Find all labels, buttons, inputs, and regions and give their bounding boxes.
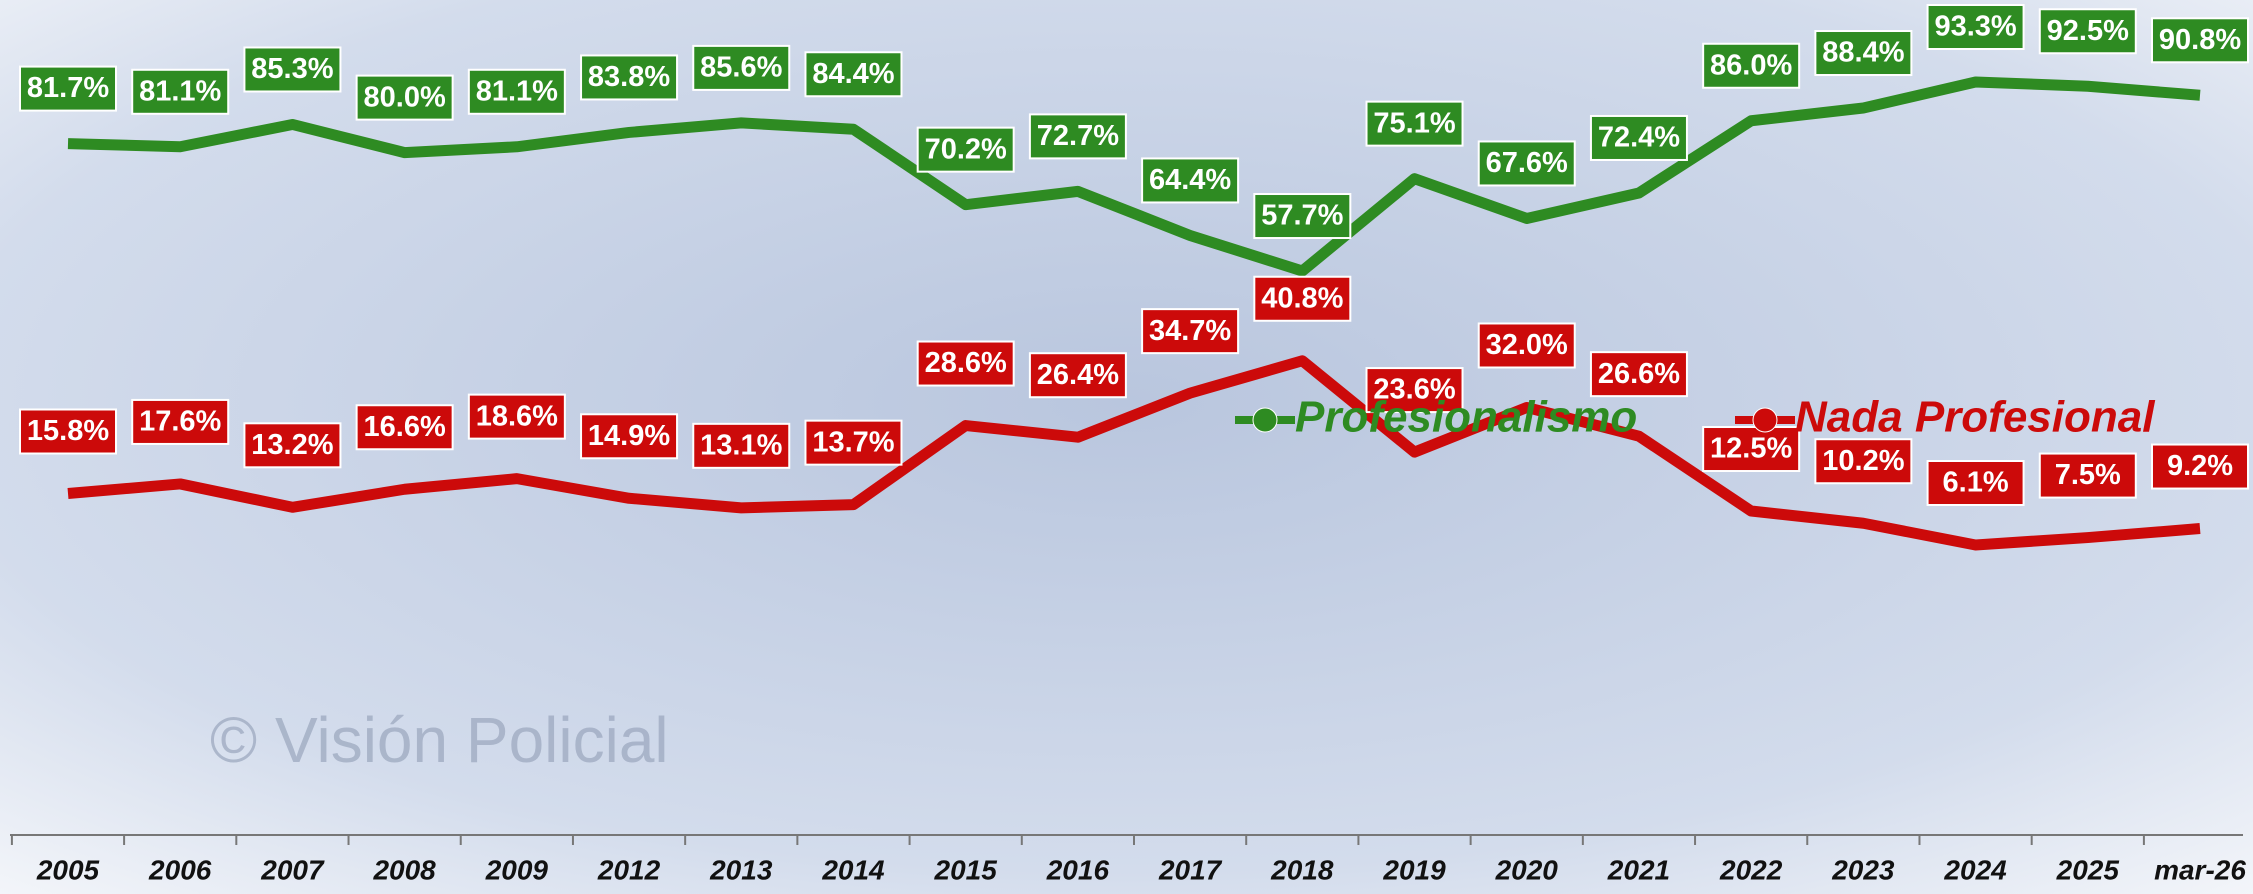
value-label: 10.2% [1822,445,1904,477]
value-label: 81.1% [476,75,558,107]
x-tick-label: 2022 [1719,854,1783,885]
value-label: 14.9% [588,420,670,452]
value-label: 80.0% [364,81,446,113]
legend-marker [1253,408,1277,432]
x-tick-label: 2017 [1158,854,1223,885]
legend-label: Profesionalismo [1295,393,1637,442]
value-label: 81.1% [139,75,221,107]
x-tick-label: 2016 [1046,854,1110,885]
value-label: 85.6% [700,52,782,84]
x-tick-label: 2005 [36,854,100,885]
value-label: 15.8% [27,415,109,447]
value-label: 34.7% [1149,315,1231,347]
value-label: 85.3% [251,53,333,85]
value-label: 9.2% [2167,450,2233,482]
value-label: 70.2% [925,133,1007,165]
value-label: 26.4% [1037,359,1119,391]
x-tick-label: 2014 [821,854,885,885]
value-label: 12.5% [1710,433,1792,465]
x-tick-label: 2015 [934,854,998,885]
x-tick-label: mar-26 [2154,854,2246,885]
x-tick-label: 2021 [1607,854,1670,885]
value-label: 84.4% [812,58,894,90]
value-label: 17.6% [139,406,221,438]
value-label: 32.0% [1486,329,1568,361]
value-label: 86.0% [1710,49,1792,81]
x-tick-label: 2013 [709,854,773,885]
value-label: 93.3% [1934,11,2016,43]
x-tick-label: 2018 [1270,854,1334,885]
value-label: 13.7% [812,426,894,458]
x-tick-label: 2019 [1382,854,1446,885]
value-label: 26.6% [1598,358,1680,390]
value-label: 16.6% [364,411,446,443]
value-label: 81.7% [27,72,109,104]
value-label: 6.1% [1943,467,2009,499]
x-tick-label: 2020 [1495,854,1559,885]
x-tick-label: 2009 [485,854,549,885]
x-tick-label: 2006 [148,854,212,885]
x-tick-label: 2007 [260,854,325,885]
value-label: 40.8% [1261,282,1343,314]
page: © Visión Policial 2005 2006 2007 2008 2009 20… [0,0,2253,894]
legend-marker [1753,408,1777,432]
x-tick-label: 2023 [1831,854,1895,885]
value-label: 13.2% [251,429,333,461]
value-label: 72.7% [1037,120,1119,152]
x-tick-label: 2012 [597,854,661,885]
x-tick-label: 2024 [1943,854,2007,885]
chart: © Visión Policial 2005 2006 2007 2008 2009 20… [0,0,2253,894]
value-label: 90.8% [2159,24,2241,56]
value-label: 7.5% [2055,459,2121,491]
value-label: 18.6% [476,400,558,432]
value-label: 88.4% [1822,37,1904,69]
value-label: 83.8% [588,61,670,93]
value-label: 28.6% [925,347,1007,379]
value-label: 67.6% [1486,147,1568,179]
watermark: © Visión Policial [210,704,669,776]
value-label: 64.4% [1149,164,1231,196]
value-label: 57.7% [1261,200,1343,232]
x-tick-label: 2025 [2056,854,2120,885]
x-tick-label: 2008 [372,854,436,885]
value-label: 72.4% [1598,122,1680,154]
legend-label: Nada Profesional [1795,393,2155,442]
value-label: 13.1% [700,429,782,461]
value-label: 92.5% [2047,15,2129,47]
value-label: 75.1% [1373,107,1455,139]
